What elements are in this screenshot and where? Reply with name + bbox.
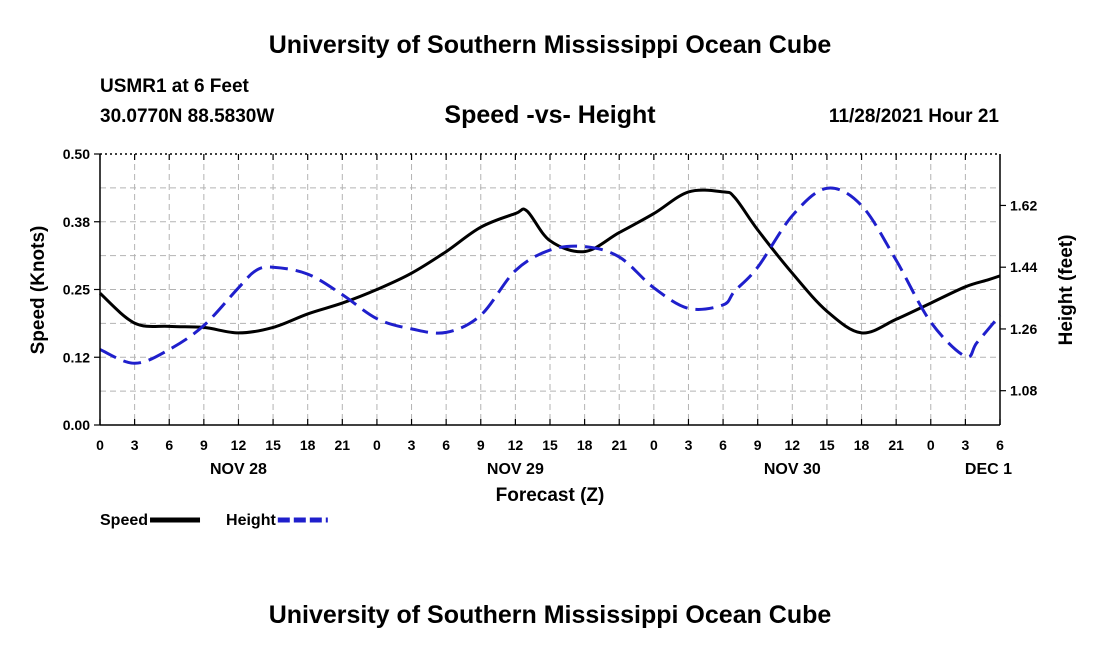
y2-tick-label: 1.44 <box>1010 259 1037 275</box>
station-label: USMR1 at 6 Feet <box>100 76 249 97</box>
x-tick-label: 3 <box>131 437 139 453</box>
series-line-speed <box>98 188 1001 335</box>
x-tick-label: 12 <box>785 437 801 453</box>
chart-subtitle: Speed -vs- Height <box>444 101 656 129</box>
x-axis-label: Forecast (Z) <box>496 485 605 506</box>
y2-axis-label: Height (feet) <box>1056 235 1077 346</box>
x-tick-label: 3 <box>685 437 693 453</box>
main-title: University of Southern Mississippi Ocean… <box>268 31 832 59</box>
x-tick-label: 0 <box>373 437 381 453</box>
station-coordinates: 30.0770N 88.5830W <box>100 106 275 127</box>
x-tick-label: 9 <box>754 437 762 453</box>
x-tick-label: 0 <box>927 437 935 453</box>
x-tick-label: 6 <box>442 437 450 453</box>
x-tick-label: 6 <box>165 437 173 453</box>
y-tick-label: 0.12 <box>63 349 90 365</box>
y2-tick-label: 1.08 <box>1010 383 1037 399</box>
y-tick-label: 0.25 <box>63 282 90 298</box>
x-tick-label: 15 <box>265 437 281 453</box>
x-tick-label: 12 <box>231 437 247 453</box>
day-label: NOV 28 <box>210 461 267 478</box>
day-label: DEC 1 <box>965 461 1012 478</box>
legend-label-speed: Speed <box>100 512 148 529</box>
x-tick-label: 15 <box>819 437 835 453</box>
x-tick-label: 0 <box>96 437 104 453</box>
x-tick-label: 18 <box>577 437 593 453</box>
x-tick-label: 12 <box>508 437 524 453</box>
x-tick-label: 21 <box>888 437 904 453</box>
x-tick-label: 18 <box>300 437 316 453</box>
x-tick-label: 6 <box>996 437 1004 453</box>
footer-title: University of Southern Mississippi Ocean… <box>268 601 832 629</box>
y-tick-label: 0.50 <box>63 146 90 162</box>
y2-tick-label: 1.62 <box>1010 197 1037 213</box>
x-tick-label: 21 <box>611 437 627 453</box>
legend-label-height: Height <box>226 512 276 529</box>
series-line-height <box>99 186 1002 365</box>
x-tick-label: 9 <box>200 437 208 453</box>
x-tick-label: 6 <box>719 437 727 453</box>
grid <box>100 154 1000 425</box>
x-tick-label: 9 <box>477 437 485 453</box>
x-tick-label: 18 <box>854 437 870 453</box>
y-axis-label: Speed (Knots) <box>28 226 49 355</box>
forecast-datetime: 11/28/2021 Hour 21 <box>828 106 999 127</box>
x-tick-label: 3 <box>961 437 969 453</box>
legend: Speed Height <box>100 512 328 529</box>
y-tick-label: 0.38 <box>63 214 90 230</box>
day-label: NOV 30 <box>764 461 821 478</box>
x-tick-label: 21 <box>335 437 351 453</box>
x-tick-label: 3 <box>408 437 416 453</box>
day-label: NOV 29 <box>487 461 544 478</box>
y2-tick-label: 1.26 <box>1010 321 1037 337</box>
x-tick-label: 15 <box>542 437 558 453</box>
axes: 0 3 6 9 12 15 18 21 0 3 6 9 12 15 18 21 0 3 6 9 12 15 18 21 0 3 6 N… <box>63 146 1038 478</box>
series-layer <box>98 186 1002 365</box>
y-tick-label: 0.00 <box>63 417 90 433</box>
x-tick-label: 0 <box>650 437 658 453</box>
